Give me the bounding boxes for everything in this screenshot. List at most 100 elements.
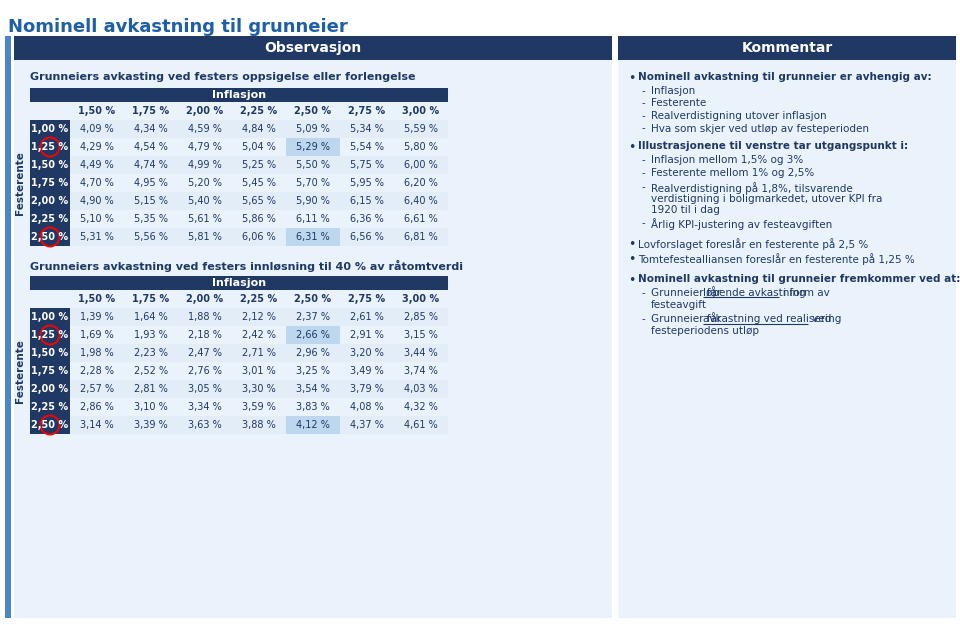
Text: -: - bbox=[642, 124, 646, 134]
Text: 1,25 %: 1,25 % bbox=[32, 330, 68, 340]
Text: 2,00 %: 2,00 % bbox=[186, 106, 224, 116]
Text: Illustrasjonene til venstre tar utgangspunkt i:: Illustrasjonene til venstre tar utgangsp… bbox=[638, 141, 908, 151]
Text: 2,75 %: 2,75 % bbox=[348, 294, 386, 304]
Text: 3,54 %: 3,54 % bbox=[296, 384, 330, 394]
Text: festeperiodens utløp: festeperiodens utløp bbox=[651, 326, 759, 336]
Bar bbox=[70, 380, 448, 398]
Text: 5,31 %: 5,31 % bbox=[80, 232, 114, 242]
Text: 3,63 %: 3,63 % bbox=[188, 420, 222, 430]
Text: 3,39 %: 3,39 % bbox=[134, 420, 168, 430]
Text: Kommentar: Kommentar bbox=[741, 41, 832, 55]
Text: verdistigning i boligmarkedet, utover KPI fra: verdistigning i boligmarkedet, utover KP… bbox=[651, 194, 882, 204]
Text: 4,79 %: 4,79 % bbox=[188, 142, 222, 152]
Text: 2,57 %: 2,57 % bbox=[80, 384, 114, 394]
Text: 2,25 %: 2,25 % bbox=[240, 294, 277, 304]
Text: 3,10 %: 3,10 % bbox=[134, 402, 168, 412]
Text: 3,44 %: 3,44 % bbox=[404, 348, 438, 358]
Text: 5,65 %: 5,65 % bbox=[242, 196, 276, 206]
Text: -: - bbox=[642, 99, 646, 109]
Text: 2,81 %: 2,81 % bbox=[134, 384, 168, 394]
Text: •: • bbox=[628, 72, 636, 85]
Text: 6,36 %: 6,36 % bbox=[350, 214, 384, 224]
Text: 2,23 %: 2,23 % bbox=[134, 348, 168, 358]
Text: 1,50 %: 1,50 % bbox=[79, 106, 115, 116]
Text: •: • bbox=[628, 238, 636, 251]
Text: Inflasjon: Inflasjon bbox=[212, 278, 266, 288]
Bar bbox=[30, 380, 70, 398]
Bar bbox=[70, 192, 448, 210]
Text: 1,64 %: 1,64 % bbox=[134, 312, 168, 322]
Bar bbox=[70, 344, 448, 362]
Text: 5,90 %: 5,90 % bbox=[296, 196, 330, 206]
Bar bbox=[30, 88, 448, 102]
Text: •: • bbox=[628, 141, 636, 154]
Text: 5,75 %: 5,75 % bbox=[350, 160, 384, 170]
Text: 6,15 %: 6,15 % bbox=[350, 196, 384, 206]
Text: 3,83 %: 3,83 % bbox=[296, 402, 330, 412]
Text: 6,00 %: 6,00 % bbox=[404, 160, 438, 170]
Text: festeavgift: festeavgift bbox=[651, 299, 707, 309]
Text: 3,25 %: 3,25 % bbox=[296, 366, 330, 376]
Bar bbox=[30, 210, 70, 228]
Text: 4,95 %: 4,95 % bbox=[134, 178, 168, 188]
Bar bbox=[70, 416, 448, 434]
Text: 2,42 %: 2,42 % bbox=[242, 330, 276, 340]
Text: 3,30 %: 3,30 % bbox=[242, 384, 276, 394]
Text: 5,80 %: 5,80 % bbox=[404, 142, 438, 152]
Text: 2,76 %: 2,76 % bbox=[188, 366, 222, 376]
Bar bbox=[30, 416, 70, 434]
Text: Grunneier får: Grunneier får bbox=[651, 314, 725, 324]
Text: 4,59 %: 4,59 % bbox=[188, 124, 222, 134]
Text: Hva som skjer ved utløp av festeperioden: Hva som skjer ved utløp av festeperioden bbox=[651, 124, 869, 134]
Text: •: • bbox=[628, 274, 636, 287]
Text: -: - bbox=[642, 86, 646, 96]
Text: 2,12 %: 2,12 % bbox=[242, 312, 276, 322]
Bar bbox=[30, 326, 70, 344]
Text: -: - bbox=[642, 288, 646, 298]
Text: 3,59 %: 3,59 % bbox=[242, 402, 276, 412]
Text: 4,90 %: 4,90 % bbox=[80, 196, 114, 206]
Text: Grunneier får: Grunneier får bbox=[651, 288, 725, 298]
Text: 1,00 %: 1,00 % bbox=[32, 124, 68, 134]
Bar bbox=[286, 138, 340, 156]
Bar bbox=[30, 174, 70, 192]
Text: 1,93 %: 1,93 % bbox=[134, 330, 168, 340]
Text: 2,37 %: 2,37 % bbox=[296, 312, 330, 322]
Text: 4,54 %: 4,54 % bbox=[134, 142, 168, 152]
Text: 2,52 %: 2,52 % bbox=[134, 366, 168, 376]
Bar bbox=[70, 156, 448, 174]
Text: 5,54 %: 5,54 % bbox=[350, 142, 384, 152]
Text: 2,71 %: 2,71 % bbox=[242, 348, 276, 358]
Text: 5,15 %: 5,15 % bbox=[134, 196, 168, 206]
Bar bbox=[30, 192, 70, 210]
Text: 5,09 %: 5,09 % bbox=[296, 124, 330, 134]
Text: 1,50 %: 1,50 % bbox=[32, 160, 68, 170]
Text: 4,70 %: 4,70 % bbox=[80, 178, 114, 188]
Bar bbox=[70, 308, 448, 326]
Text: 2,00 %: 2,00 % bbox=[186, 294, 224, 304]
Text: 1,00 %: 1,00 % bbox=[32, 312, 68, 322]
Text: 2,18 %: 2,18 % bbox=[188, 330, 222, 340]
Text: 1,75 %: 1,75 % bbox=[32, 178, 68, 188]
Text: 2,28 %: 2,28 % bbox=[80, 366, 114, 376]
Text: 2,50 %: 2,50 % bbox=[32, 232, 68, 242]
Text: 4,74 %: 4,74 % bbox=[134, 160, 168, 170]
Text: 4,08 %: 4,08 % bbox=[350, 402, 384, 412]
Text: 1,39 %: 1,39 % bbox=[80, 312, 114, 322]
Text: -: - bbox=[642, 314, 646, 324]
Text: 5,29 %: 5,29 % bbox=[296, 142, 330, 152]
Text: Tomtefestealliansen foreslår en festerente på 1,25 %: Tomtefestealliansen foreslår en festeren… bbox=[638, 253, 915, 265]
Text: 5,20 %: 5,20 % bbox=[188, 178, 222, 188]
Bar bbox=[286, 326, 340, 344]
Text: 5,50 %: 5,50 % bbox=[296, 160, 330, 170]
Text: 5,25 %: 5,25 % bbox=[242, 160, 276, 170]
Text: Realverdistigning utover inflasjon: Realverdistigning utover inflasjon bbox=[651, 111, 827, 121]
Text: 4,49 %: 4,49 % bbox=[80, 160, 114, 170]
Text: 3,88 %: 3,88 % bbox=[242, 420, 276, 430]
Text: Observasjon: Observasjon bbox=[264, 41, 362, 55]
Text: Inflasjon mellom 1,5% og 3%: Inflasjon mellom 1,5% og 3% bbox=[651, 155, 804, 165]
Text: Nominell avkastning til grunneier fremkommer ved at:: Nominell avkastning til grunneier fremko… bbox=[638, 274, 960, 284]
Text: 6,81 %: 6,81 % bbox=[404, 232, 438, 242]
Text: -: - bbox=[642, 219, 646, 229]
Text: 5,45 %: 5,45 % bbox=[242, 178, 276, 188]
